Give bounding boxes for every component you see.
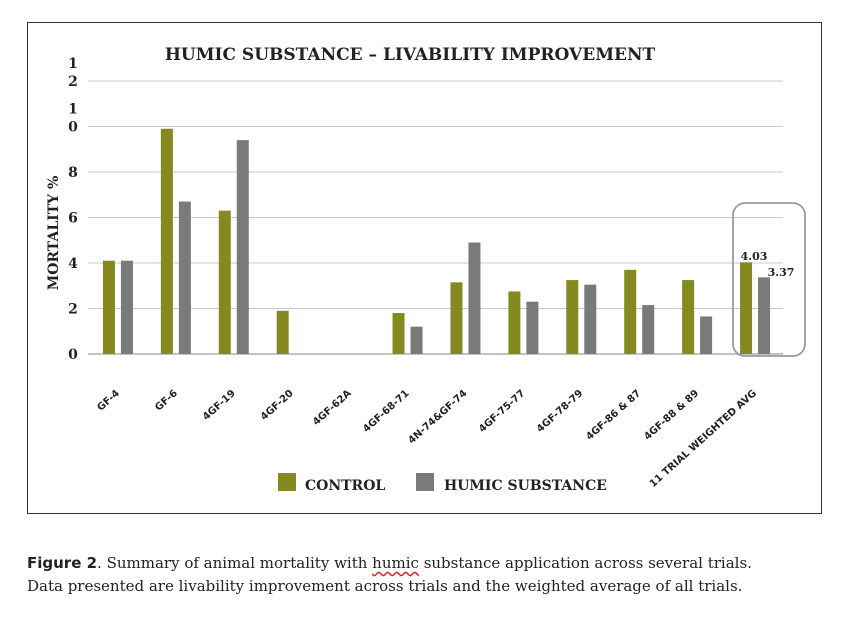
y-tick-label: 6 — [68, 211, 78, 227]
caption-line-2: Data presented are livability improvemen… — [27, 577, 743, 595]
chart-frame: HUMIC SUBSTANCE – LIVABILITY IMPROVEMENT… — [27, 22, 822, 514]
x-tick-label: GF-6 — [153, 388, 180, 413]
bars — [102, 128, 771, 354]
x-tick-label: 4GF-78-79 — [535, 388, 585, 435]
x-tick-label: 4GF-20 — [259, 388, 296, 423]
x-tick-label: 4GF-86 & 87 — [584, 388, 643, 443]
bar-humic — [526, 301, 539, 354]
x-tick-label: 4GF-68-71 — [361, 388, 411, 435]
caption-line-1: Figure 2. Summary of animal mortality wi… — [27, 552, 817, 575]
x-tick-label: 4GF-62A — [311, 388, 354, 428]
bar-control — [450, 282, 463, 354]
legend-label-humic: HUMIC SUBSTANCE — [444, 478, 607, 494]
data-label-control: 4.03 — [741, 250, 768, 263]
y-tick-labels: 0 2 4 6 8 1 0 1 2 — [68, 56, 78, 363]
legend-label-control: CONTROL — [305, 478, 385, 494]
bar-control — [624, 269, 637, 354]
caption-text-after: substance application across several tri… — [418, 554, 752, 572]
bar-humic — [178, 201, 191, 354]
bar-control — [102, 260, 115, 354]
caption-misspelled-word: humic — [372, 554, 419, 572]
y-axis-label: MORTALITY % — [46, 176, 62, 291]
x-tick-label: 4GF-75-77 — [477, 388, 527, 435]
highlight-box — [732, 202, 806, 357]
bar-humic — [642, 305, 655, 354]
bar-control — [508, 291, 521, 354]
gridlines — [88, 80, 783, 355]
bar-humic — [236, 140, 249, 354]
bar-control — [566, 280, 579, 354]
bar-humic — [468, 242, 481, 354]
y-tick-label: 4 — [68, 256, 78, 272]
y-tick-label: 0 — [68, 347, 78, 363]
bar-control — [740, 262, 753, 354]
bar-control — [392, 313, 405, 354]
bar-control — [276, 310, 289, 354]
legend: CONTROL HUMIC SUBSTANCE — [278, 473, 607, 494]
legend-swatch-humic — [416, 473, 434, 491]
bar-humic — [758, 277, 771, 354]
y-tick-label: 2 — [68, 302, 78, 318]
x-tick-label: 11 TRIAL WEIGHTED AVG — [648, 388, 759, 490]
figure-caption: Figure 2. Summary of animal mortality wi… — [27, 552, 817, 598]
x-tick-label: 4GF-19 — [201, 388, 238, 423]
bar-humic — [584, 284, 597, 354]
bar-control — [160, 128, 173, 354]
bar-humic — [700, 316, 713, 354]
bar-humic — [120, 260, 133, 354]
data-label-humic: 3.37 — [768, 266, 795, 279]
bar-control — [682, 280, 695, 354]
chart-title: HUMIC SUBSTANCE – LIVABILITY IMPROVEMENT — [165, 45, 656, 65]
y-tick-label: 8 — [68, 165, 78, 181]
caption-text-before: . Summary of animal mortality with — [97, 554, 373, 572]
bar-humic — [410, 326, 423, 354]
bar-chart: HUMIC SUBSTANCE – LIVABILITY IMPROVEMENT… — [46, 45, 806, 494]
figure-label: Figure 2 — [27, 554, 98, 572]
x-tick-label: 4N-74&GF-74 — [406, 388, 469, 446]
x-tick-label: GF-4 — [95, 388, 122, 413]
x-tick-label: 4GF-88 & 89 — [642, 388, 701, 443]
legend-swatch-control — [278, 473, 296, 491]
bar-control — [218, 210, 231, 354]
